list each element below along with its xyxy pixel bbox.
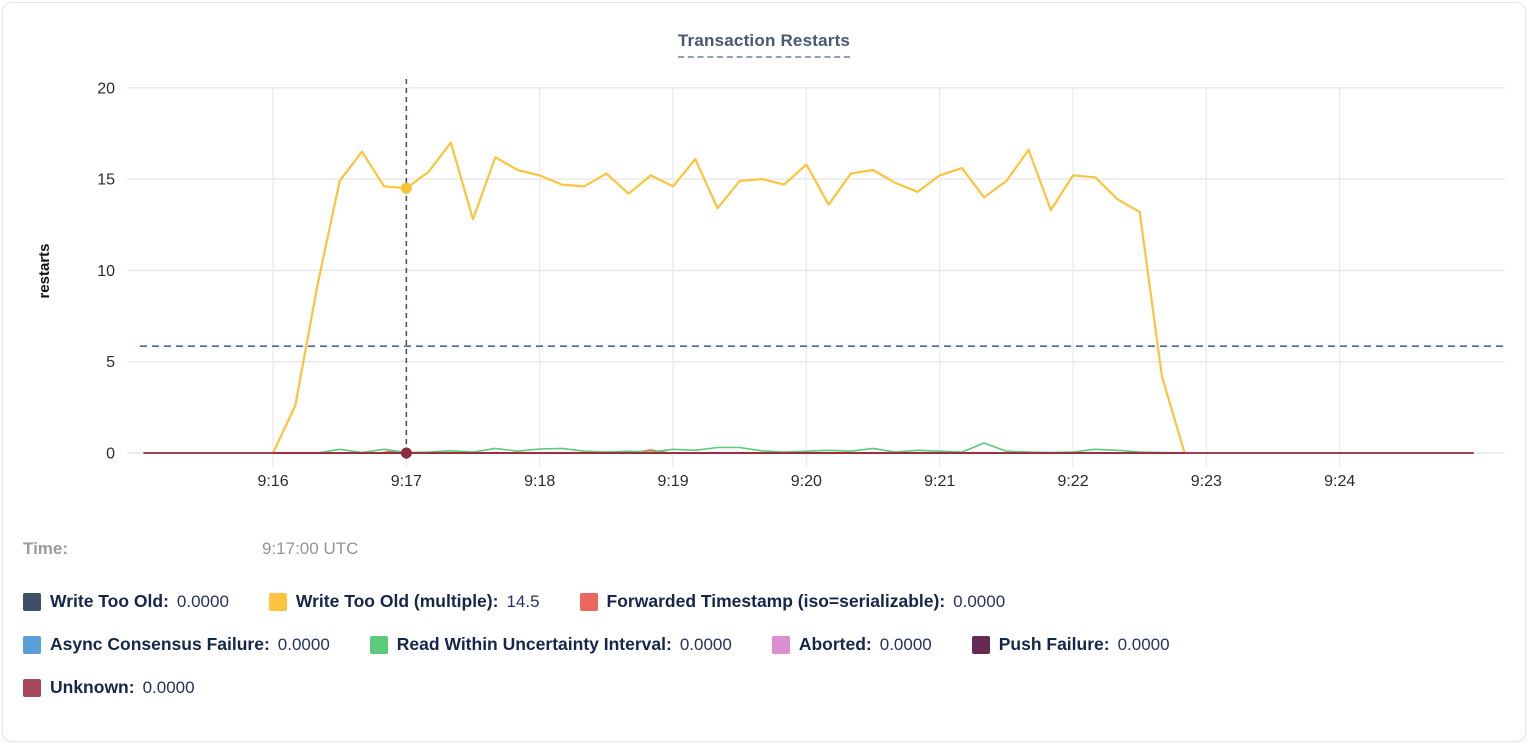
chart-legend: Write Too Old: 0.0000 Write Too Old (multi… xyxy=(23,591,1505,698)
legend-item-write-too-old[interactable]: Write Too Old: 0.0000 xyxy=(23,591,229,612)
legend-label: Async Consensus Failure: xyxy=(50,634,270,654)
legend-item-async-consensus-failure[interactable]: Async Consensus Failure: 0.0000 xyxy=(23,634,330,655)
legend-item-forwarded-timestamp-iso-serializable[interactable]: Forwarded Timestamp (iso=serializable): 0… xyxy=(579,591,1006,612)
legend-value: 0.0000 xyxy=(1117,634,1170,654)
y-tick-label: 0 xyxy=(106,446,115,463)
time-label: Time: xyxy=(23,539,69,558)
legend-swatch-icon xyxy=(23,678,41,697)
x-tick-label: 9:18 xyxy=(524,473,555,490)
legend-value: 14.5 xyxy=(506,591,540,611)
legend-item-push-failure[interactable]: Push Failure: 0.0000 xyxy=(971,634,1170,655)
legend-label: Forwarded Timestamp (iso=serializable): xyxy=(606,591,946,611)
x-tick-label: 9:20 xyxy=(791,473,822,490)
chart-title[interactable]: Transaction Restarts xyxy=(677,31,851,58)
hover-point xyxy=(400,182,412,194)
legend-row: Unknown: 0.0000 xyxy=(23,677,1505,698)
legend-item-unknown[interactable]: Unknown: 0.0000 xyxy=(23,677,195,698)
legend-swatch-icon xyxy=(23,635,41,654)
legend-item-read-within-uncertainty-interval[interactable]: Read Within Uncertainty Interval: 0.0000 xyxy=(369,634,732,655)
x-tick-label: 9:19 xyxy=(657,473,688,490)
legend-swatch-icon xyxy=(579,592,598,611)
legend-value: 0.0000 xyxy=(679,634,732,654)
hover-point xyxy=(400,447,412,459)
legend-swatch-icon xyxy=(369,635,388,654)
y-tick-label: 15 xyxy=(97,172,115,189)
x-tick-label: 9:17 xyxy=(391,473,422,490)
legend-label: Push Failure: xyxy=(998,634,1110,654)
x-tick-label: 9:22 xyxy=(1057,473,1088,490)
legend-label: Unknown: xyxy=(50,677,135,697)
hover-time-row: Time: 9:17:00 UTC xyxy=(3,539,1525,563)
legend-row: Async Consensus Failure: 0.0000 Read Withi… xyxy=(23,634,1505,655)
legend-row: Write Too Old: 0.0000 Write Too Old (multi… xyxy=(23,591,1505,612)
legend-swatch-icon xyxy=(971,635,990,654)
legend-item-write-too-old-multiple[interactable]: Write Too Old (multiple): 14.5 xyxy=(268,591,540,612)
y-axis-label: restarts xyxy=(36,243,53,298)
x-tick-label: 9:23 xyxy=(1191,473,1222,490)
legend-value: 0.0000 xyxy=(142,677,195,697)
x-tick-label: 9:21 xyxy=(924,473,955,490)
legend-swatch-icon xyxy=(23,592,41,611)
legend-value: 0.0000 xyxy=(953,591,1006,611)
y-tick-label: 10 xyxy=(97,263,115,280)
series-line xyxy=(271,141,1186,455)
legend-swatch-icon xyxy=(771,635,790,654)
legend-value: 0.0000 xyxy=(176,591,229,611)
legend-item-aborted[interactable]: Aborted: 0.0000 xyxy=(771,634,932,655)
legend-label: Read Within Uncertainty Interval: xyxy=(396,634,672,654)
time-value: 9:17:00 UTC xyxy=(262,539,359,558)
x-tick-label: 9:24 xyxy=(1324,473,1355,490)
transaction-restarts-chart[interactable]: 0 5 10 15 20 9:16 9:17 9:18 9:19 9:20 9:21 9:22 9:23… xyxy=(3,3,1526,523)
series-line xyxy=(316,442,1185,454)
legend-value: 0.0000 xyxy=(277,634,330,654)
y-tick-label: 20 xyxy=(97,80,115,97)
x-tick-label: 9:16 xyxy=(257,473,288,490)
chart-title-wrap: Transaction Restarts xyxy=(3,31,1525,58)
legend-label: Aborted: xyxy=(798,634,872,654)
legend-label: Write Too Old: xyxy=(50,591,169,611)
y-tick-label: 5 xyxy=(106,354,115,371)
legend-label: Write Too Old (multiple): xyxy=(295,591,499,611)
legend-value: 0.0000 xyxy=(879,634,932,654)
legend-swatch-icon xyxy=(268,592,287,611)
